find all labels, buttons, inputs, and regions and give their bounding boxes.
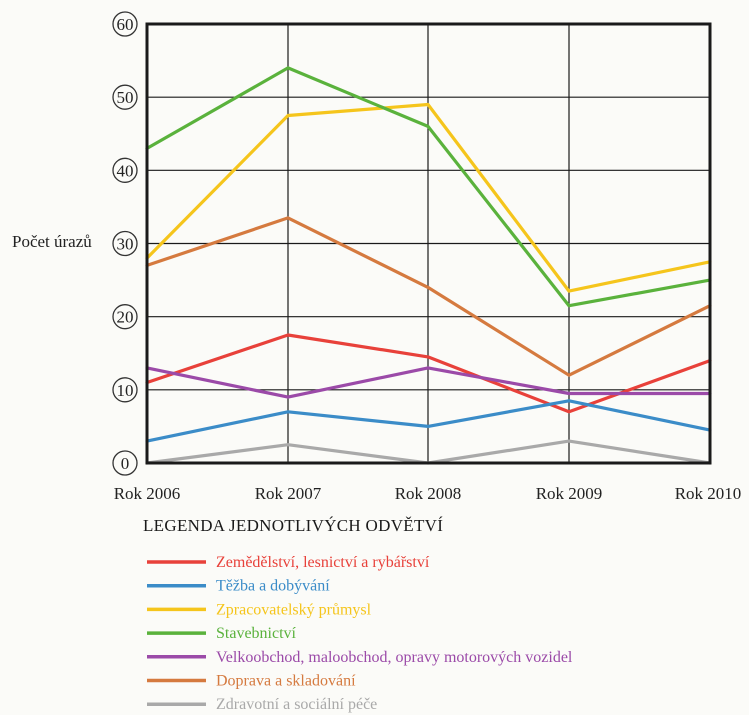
y-axis-label: Počet úrazů: [12, 232, 92, 251]
legend-title: LEGENDA JEDNOTLIVÝCH ODVĚTVÍ: [143, 516, 443, 535]
y-tick: 30: [112, 230, 138, 257]
legend-label: Velkoobchod, maloobchod, opravy motorový…: [216, 649, 573, 666]
legend-item: Zemědělství, lesnictví a rybářství: [147, 554, 430, 571]
y-tick: 50: [112, 84, 138, 110]
series-line-1: [145, 399, 712, 443]
legend-label: Stavebnictví: [216, 625, 297, 642]
legend-label: Zpracovatelský průmysl: [216, 601, 372, 618]
x-tick-label: Rok 2006: [114, 484, 181, 503]
legend-label: Zdravotní a sociální péče: [216, 696, 377, 713]
y-tick: 40: [112, 157, 138, 183]
y-tick-circle: [112, 84, 138, 110]
legend-item: Zdravotní a sociální péče: [147, 696, 377, 713]
y-tick-label: 10: [117, 381, 134, 400]
x-tick-label: Rok 2009: [536, 484, 603, 503]
legend-item: Stavebnictví: [147, 625, 297, 642]
legend-item: Těžba a dobývání: [147, 578, 330, 595]
legend-item: Doprava a skladování: [147, 673, 356, 690]
y-tick-circle: [112, 11, 138, 37]
x-tick-label: Rok 2010: [675, 484, 742, 503]
series-line-4: [145, 366, 712, 399]
legend-label: Doprava a skladování: [216, 673, 356, 690]
y-tick-label: 60: [117, 15, 134, 34]
y-tick: 20: [112, 304, 138, 330]
y-tick: 60: [112, 11, 138, 37]
y-tick-circle: [112, 157, 138, 183]
legend-label: Těžba a dobývání: [216, 578, 330, 595]
grid: [146, 23, 711, 464]
series-line-5: [145, 216, 712, 377]
y-tick-circle: [112, 230, 138, 257]
x-tick-label: Rok 2008: [395, 484, 462, 503]
y-tick: 0: [112, 450, 138, 476]
y-tick-label: 50: [117, 88, 134, 107]
y-tick-circle: [112, 450, 138, 476]
y-tick-label: 0: [121, 454, 130, 473]
x-axis-ticks: Rok 2006 Rok 2007 Rok 2008 Rok 2009 Rok 2010: [114, 484, 742, 503]
series-lines: [145, 66, 712, 465]
y-tick-label: 20: [117, 308, 134, 327]
y-tick-circle: [112, 377, 138, 403]
legend-item: Velkoobchod, maloobchod, opravy motorový…: [147, 649, 573, 666]
x-tick-label: Rok 2007: [255, 484, 322, 503]
y-tick-label: 40: [117, 161, 134, 180]
y-tick-circle: [112, 304, 138, 330]
series-line-2: [145, 102, 712, 293]
legend-item: Zpracovatelský průmysl: [147, 601, 372, 618]
legend: LEGENDA JEDNOTLIVÝCH ODVĚTVÍ Zemědělství…: [143, 516, 573, 713]
y-axis-ticks: 0 10 20 30 40 50 60: [112, 11, 138, 476]
y-tick: 10: [112, 377, 138, 403]
series-line-3: [145, 66, 712, 308]
plot-frame: [145, 22, 712, 465]
legend-label: Zemědělství, lesnictví a rybářství: [216, 554, 430, 571]
y-tick-label: 30: [117, 235, 134, 254]
